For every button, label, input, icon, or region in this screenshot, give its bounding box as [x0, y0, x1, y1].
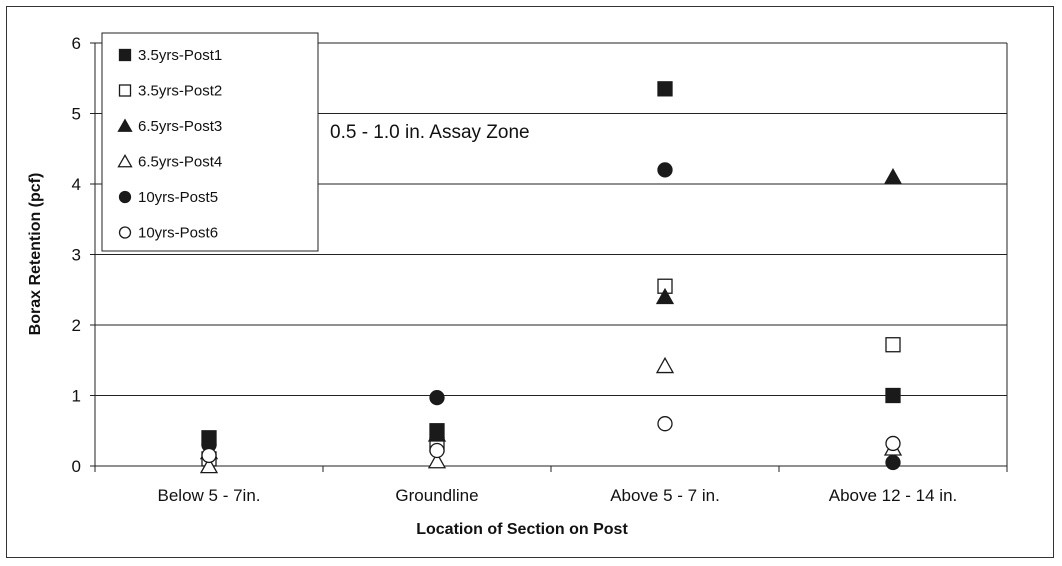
legend-marker-6.5yrs-Post4 — [117, 153, 133, 168]
x-tick-label: Groundline — [395, 486, 478, 505]
legend-marker-3.5yrs-Post1 — [118, 48, 132, 62]
data-point-10yrs-Post5 — [657, 162, 673, 178]
data-point-3.5yrs-Post1 — [657, 81, 673, 97]
x-tick-label: Below 5 - 7in. — [158, 486, 261, 505]
legend: 3.5yrs-Post1 3.5yrs-Post2 6.5yrs-Post3 6.5y… — [101, 32, 319, 252]
data-point-6.5yrs-Post3 — [655, 287, 675, 305]
chart-frame: 0 1 2 3 4 5 6 Below 5 - 7in. Groundline Above 5 … — [6, 6, 1054, 558]
data-point-3.5yrs-Post2 — [885, 337, 901, 353]
data-point-10yrs-Post6 — [885, 435, 901, 452]
legend-label: 6.5yrs-Post4 — [138, 154, 222, 171]
data-point-6.5yrs-Post4 — [427, 452, 447, 469]
data-points — [199, 81, 903, 474]
x-tick-labels: Below 5 - 7in. Groundline Above 5 - 7 in. A… — [158, 486, 958, 505]
y-tick-label: 1 — [72, 387, 81, 406]
data-point-6.5yrs-Post3 — [883, 167, 903, 185]
data-point-10yrs-Post5 — [885, 454, 901, 471]
legend-marker-3.5yrs-Post2 — [118, 84, 132, 97]
assay-zone-annotation: 0.5 - 1.0 in. Assay Zone — [330, 122, 530, 143]
legend-label: 10yrs-Post6 — [138, 225, 218, 242]
data-point-6.5yrs-Post4 — [199, 457, 219, 474]
legend-label: 3.5yrs-Post2 — [138, 83, 222, 100]
legend-marker-10yrs-Post5 — [118, 190, 132, 204]
scatter-chart: 0 1 2 3 4 5 6 Below 5 - 7in. Groundline Above 5 … — [27, 32, 1008, 538]
data-point-10yrs-Post6 — [429, 442, 445, 459]
data-point-3.5yrs-Post1 — [885, 387, 901, 404]
legend-marker-6.5yrs-Post3 — [117, 118, 133, 132]
y-tick-label: 0 — [72, 457, 81, 476]
x-tick-label: Above 5 - 7 in. — [610, 486, 720, 505]
y-tick-label: 4 — [72, 175, 81, 194]
legend-label: 6.5yrs-Post3 — [138, 118, 222, 135]
legend-label: 10yrs-Post5 — [138, 189, 218, 206]
x-tick-label: Above 12 - 14 in. — [829, 486, 958, 505]
data-point-6.5yrs-Post4 — [655, 356, 675, 374]
y-tick-label: 6 — [72, 34, 81, 53]
y-tick-label: 2 — [72, 316, 81, 335]
legend-box — [101, 32, 319, 252]
legend-label: 3.5yrs-Post1 — [138, 47, 222, 64]
y-tick-label: 3 — [72, 246, 81, 265]
data-point-10yrs-Post5 — [429, 389, 445, 406]
x-axis-title: Location of Section on Post — [416, 521, 628, 538]
y-tick-labels: 0 1 2 3 4 5 6 — [72, 34, 81, 476]
y-axis-title: Borax Retention (pcf) — [27, 173, 44, 336]
y-tick-label: 5 — [72, 105, 81, 124]
data-point-10yrs-Post6 — [201, 447, 217, 464]
data-point-10yrs-Post6 — [657, 416, 673, 432]
legend-marker-10yrs-Post6 — [118, 226, 132, 239]
data-point-6.5yrs-Post3 — [427, 425, 447, 442]
